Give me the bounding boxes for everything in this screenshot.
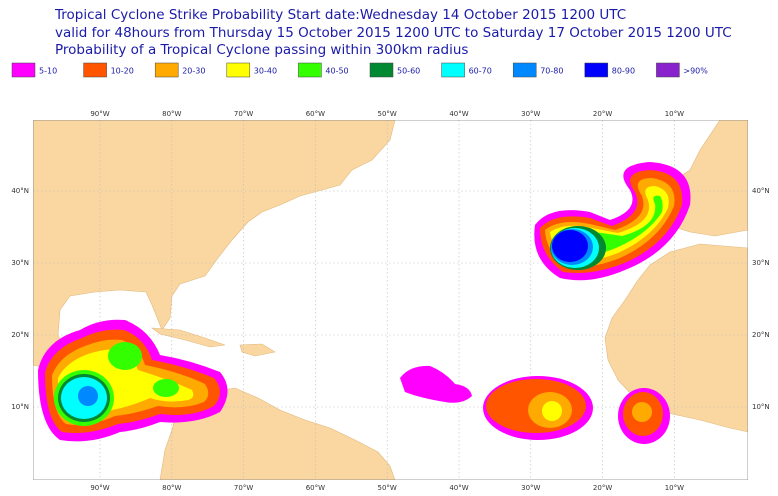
graticule-labels: 90°W 90°W 80°W 80°W 70°W 70°W 60°W 60°W 50°W 50°W… <box>11 110 769 492</box>
legend: 5-10 10-20 20-30 30-40 40-50 50-60 60-70 70-80 8… <box>11 62 708 78</box>
legend-swatch <box>584 62 609 78</box>
title-line: valid for 48hours from Thursday 15 Octob… <box>55 25 732 41</box>
lon-label: 70°W <box>234 484 253 492</box>
land <box>151 327 226 348</box>
lat-label: 10°N <box>752 403 770 411</box>
land <box>239 343 276 357</box>
legend-swatch <box>154 62 179 78</box>
lon-label: 70°W <box>234 110 253 118</box>
lon-label: 30°W <box>521 110 540 118</box>
lon-label: 50°W <box>378 484 397 492</box>
lat-label: 30°N <box>752 259 770 267</box>
legend-swatch <box>656 62 680 78</box>
lat-label: 10°N <box>11 403 29 411</box>
title-line: Tropical Cyclone Strike Probability Star… <box>54 7 626 23</box>
lon-label: 90°W <box>90 484 109 492</box>
lon-label: 60°W <box>306 484 325 492</box>
lon-label: 80°W <box>162 484 181 492</box>
lon-label: 40°W <box>449 110 468 118</box>
lon-label: 60°W <box>306 110 325 118</box>
legend-label: 70-80 <box>540 67 563 76</box>
lon-label: 20°W <box>593 110 612 118</box>
legend-label: 40-50 <box>325 67 348 76</box>
probability-swath <box>38 162 691 444</box>
legend-label: 50-60 <box>397 67 420 76</box>
legend-swatch <box>512 62 537 78</box>
legend-swatch <box>369 62 394 78</box>
title-line: Probability of a Tropical Cyclone passin… <box>55 42 468 58</box>
map <box>33 120 748 480</box>
legend-swatch <box>298 62 322 78</box>
lon-label: 20°W <box>593 484 612 492</box>
land <box>604 243 748 433</box>
lat-label: 20°N <box>752 331 770 339</box>
lat-label: 40°N <box>11 187 29 195</box>
lon-label: 10°W <box>665 484 684 492</box>
legend-label: 5-10 <box>39 67 57 76</box>
lon-label: 90°W <box>90 110 109 118</box>
legend-label: 30-40 <box>254 67 277 76</box>
legend-swatch <box>226 62 251 78</box>
legend-swatch <box>441 62 465 78</box>
legend-label: 60-70 <box>469 67 492 76</box>
lon-label: 50°W <box>378 110 397 118</box>
lat-label: 20°N <box>11 331 29 339</box>
lon-label: 10°W <box>665 110 684 118</box>
lon-label: 40°W <box>449 484 468 492</box>
lat-label: 30°N <box>11 259 29 267</box>
legend-swatch <box>11 62 36 78</box>
lon-label: 80°W <box>162 110 181 118</box>
lon-label: 30°W <box>521 484 540 492</box>
legend-label: 20-30 <box>182 67 205 76</box>
legend-label: >90% <box>683 67 708 76</box>
legend-label: 80-90 <box>612 67 635 76</box>
lat-label: 40°N <box>752 187 770 195</box>
legend-swatch <box>83 62 107 78</box>
legend-label: 10-20 <box>111 67 134 76</box>
